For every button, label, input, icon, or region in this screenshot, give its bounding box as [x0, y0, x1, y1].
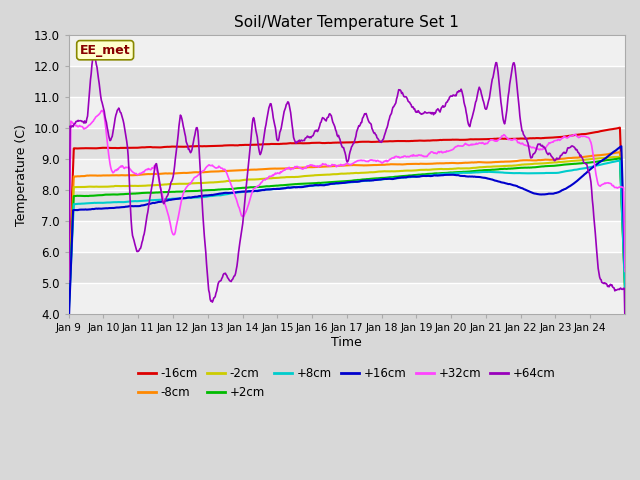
Bar [68, 252, 625, 283]
Bar [68, 221, 625, 252]
Bar [68, 159, 625, 191]
Bar [68, 66, 625, 97]
Bar [68, 283, 625, 314]
Bar [68, 191, 625, 221]
Y-axis label: Temperature (C): Temperature (C) [15, 124, 28, 226]
Legend: -16cm, -8cm, -2cm, +2cm, +8cm, +16cm, +32cm, +64cm: -16cm, -8cm, -2cm, +2cm, +8cm, +16cm, +3… [133, 362, 561, 403]
Title: Soil/Water Temperature Set 1: Soil/Water Temperature Set 1 [234, 15, 460, 30]
Bar [68, 36, 625, 66]
X-axis label: Time: Time [332, 336, 362, 349]
Bar [68, 128, 625, 159]
Text: EE_met: EE_met [80, 44, 131, 57]
Bar [68, 97, 625, 128]
